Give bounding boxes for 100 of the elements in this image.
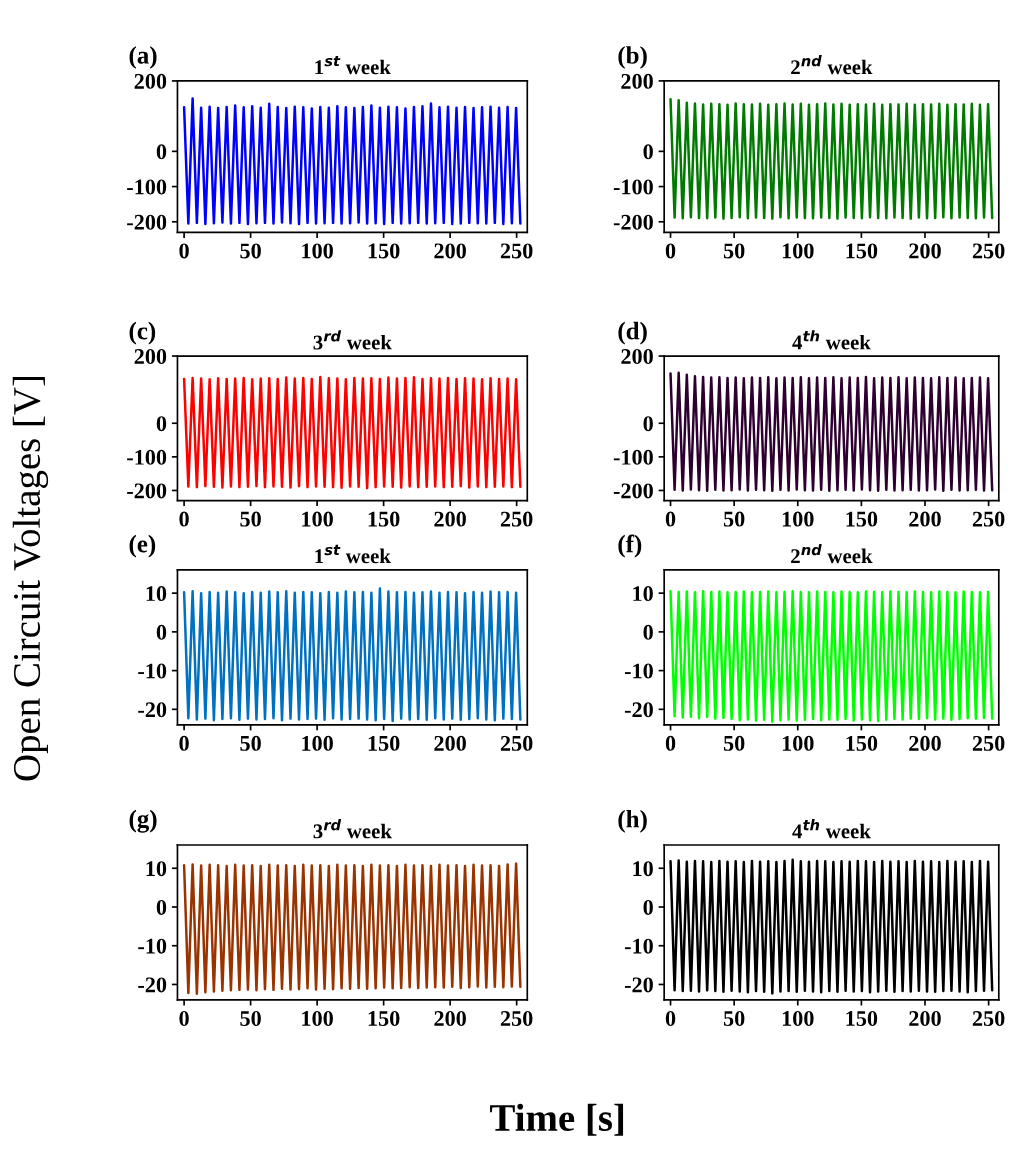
chart-title: (d)	[618, 321, 647, 345]
x-tick-label: 50	[723, 1011, 745, 1026]
y-tick-label: 0	[643, 899, 653, 915]
x-tick-label: 0	[665, 1011, 676, 1026]
x-tick-label: 200	[434, 1011, 466, 1026]
x-tick-label: 200	[434, 511, 466, 527]
y-tick-label: 0	[156, 899, 167, 915]
y-tick-label: -20	[624, 977, 653, 993]
line-series	[669, 97, 994, 220]
x-tick-label: 100	[302, 1011, 333, 1026]
chart-subtitle: 3$^{rd}$ week	[313, 819, 392, 839]
x-tick-label: 150	[368, 511, 400, 527]
chart-subtitle: 4$^{th}$ week	[792, 330, 871, 350]
x-tick-label: 50	[723, 511, 745, 527]
x-tick-label: 200	[434, 243, 466, 259]
chart-subtitle: 3$^{rd}$ week	[313, 330, 392, 350]
chart-title: (c)	[129, 321, 156, 345]
x-tick-label: 100	[782, 243, 814, 259]
y-tick-label: -100	[613, 449, 653, 465]
y-tick-label: -200	[127, 483, 167, 499]
x-tick-label: 250	[500, 735, 533, 751]
x-tick-label: 100	[782, 1011, 814, 1026]
x-tick-label: 50	[723, 735, 745, 751]
x-tick-label: 50	[240, 243, 261, 259]
chart-subtitle: 2$^{nd}$ week	[791, 55, 873, 75]
chart-title: (f)	[618, 534, 642, 558]
y-tick-label: -200	[127, 214, 167, 230]
x-tick-label: 100	[302, 735, 333, 751]
line-series	[182, 97, 522, 226]
y-tick-label: -20	[138, 977, 167, 993]
x-tick-label: 200	[909, 735, 941, 751]
y-tick-label: 0	[156, 624, 167, 640]
x-tick-label: 0	[179, 1011, 189, 1026]
y-tick-label: -10	[138, 938, 167, 954]
x-tick-label: 250	[500, 511, 533, 527]
x-tick-label: 100	[302, 511, 333, 527]
x-tick-label: 0	[665, 243, 676, 259]
x-tick-label: 50	[240, 1011, 261, 1026]
x-axis-title: Time [s]	[490, 1103, 624, 1136]
x-tick-label: 100	[782, 735, 814, 751]
x-tick-label: 250	[500, 1011, 533, 1026]
x-tick-label: 150	[846, 511, 878, 527]
x-tick-label: 0	[665, 511, 676, 527]
y-tick-label: 0	[643, 144, 653, 160]
y-tick-label: 0	[643, 624, 653, 640]
y-tick-label: -10	[138, 663, 167, 679]
y-tick-label: 0	[156, 416, 167, 432]
x-tick-label: 0	[665, 735, 676, 751]
chart-title: (e)	[129, 534, 156, 558]
line-series	[182, 862, 522, 995]
x-tick-label: 150	[368, 735, 400, 751]
chart-subtitle: 1$^{st}$ week	[315, 55, 391, 75]
x-tick-label: 150	[846, 243, 878, 259]
y-tick-label: 200	[621, 348, 653, 364]
chart-subtitle: 4$^{th}$ week	[792, 819, 871, 839]
x-tick-label: 0	[179, 243, 189, 259]
x-tick-label: 50	[240, 735, 261, 751]
chart-title: (b)	[618, 46, 647, 69]
chart-subtitle: 2$^{nd}$ week	[791, 543, 873, 564]
line-series	[669, 858, 994, 995]
x-tick-label: 250	[972, 735, 1005, 751]
line-series	[182, 587, 522, 723]
chart-title: (a)	[129, 46, 157, 69]
chart-title: (g)	[129, 809, 157, 833]
x-tick-label: 100	[302, 243, 333, 259]
y-tick-label: 10	[146, 586, 167, 602]
line-series	[669, 371, 994, 493]
y-axis-title: Open Circuit Voltages [V]	[12, 376, 49, 781]
y-tick-label: -200	[613, 483, 653, 499]
y-tick-label: -10	[624, 663, 653, 679]
x-tick-label: 150	[368, 243, 400, 259]
y-tick-label: -100	[127, 449, 167, 465]
y-tick-label: 200	[621, 73, 653, 89]
y-tick-label: -100	[127, 179, 167, 195]
x-tick-label: 150	[846, 1011, 878, 1026]
x-tick-label: 250	[972, 243, 1005, 259]
x-tick-label: 50	[723, 243, 745, 259]
line-series	[182, 375, 522, 490]
x-tick-label: 200	[434, 735, 466, 751]
x-tick-label: 100	[782, 511, 814, 527]
chart-title: (h)	[618, 809, 647, 833]
y-tick-label: 200	[134, 348, 167, 364]
x-tick-label: 150	[368, 1011, 400, 1026]
y-tick-label: 0	[643, 416, 653, 432]
x-tick-label: 200	[909, 1011, 941, 1026]
line-series	[669, 589, 994, 723]
x-tick-label: 250	[500, 243, 533, 259]
y-tick-label: -100	[613, 179, 653, 195]
y-tick-label: 10	[633, 586, 653, 602]
x-tick-label: 150	[846, 735, 878, 751]
x-tick-label: 50	[240, 511, 261, 527]
x-tick-label: 0	[179, 511, 189, 527]
x-tick-label: 250	[972, 511, 1005, 527]
y-tick-label: -200	[613, 214, 653, 230]
y-tick-label: 200	[134, 73, 167, 89]
y-tick-label: -20	[624, 702, 653, 718]
x-tick-label: 0	[179, 735, 189, 751]
y-tick-label: 0	[156, 144, 167, 160]
y-tick-label: -10	[624, 938, 653, 954]
x-tick-label: 200	[909, 243, 941, 259]
